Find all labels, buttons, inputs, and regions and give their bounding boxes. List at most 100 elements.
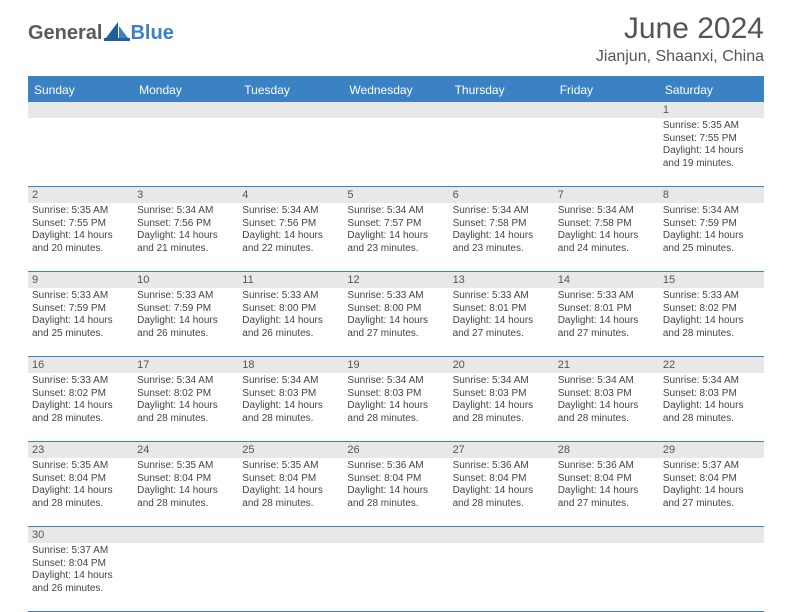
day-number <box>343 527 448 543</box>
calendar-cell <box>133 543 238 611</box>
daylight-text-2: and 21 minutes. <box>137 243 234 256</box>
calendar-cell: Sunrise: 5:34 AMSunset: 7:58 PMDaylight:… <box>554 203 659 271</box>
sunset-text: Sunset: 8:04 PM <box>453 473 550 486</box>
daylight-text-2: and 28 minutes. <box>32 498 129 511</box>
week-row: Sunrise: 5:33 AMSunset: 7:59 PMDaylight:… <box>28 288 764 357</box>
sunrise-text: Sunrise: 5:33 AM <box>32 290 129 303</box>
week-daynum-row: 2345678 <box>28 187 764 203</box>
sunset-text: Sunset: 7:55 PM <box>663 133 760 146</box>
calendar-cell: Sunrise: 5:33 AMSunset: 7:59 PMDaylight:… <box>133 288 238 356</box>
daylight-text-1: Daylight: 14 hours <box>242 400 339 413</box>
daylight-text-1: Daylight: 14 hours <box>32 400 129 413</box>
sunrise-text: Sunrise: 5:35 AM <box>663 120 760 133</box>
day-number: 8 <box>659 187 764 203</box>
daylight-text-2: and 28 minutes. <box>347 498 444 511</box>
day-number <box>449 527 554 543</box>
day-number: 5 <box>343 187 448 203</box>
location: Jianjun, Shaanxi, China <box>596 48 764 66</box>
day-number <box>133 102 238 118</box>
week-daynum-row: 30 <box>28 527 764 543</box>
day-header: Monday <box>133 78 238 102</box>
sunset-text: Sunset: 8:02 PM <box>663 303 760 316</box>
calendar-cell <box>659 543 764 611</box>
day-number <box>28 102 133 118</box>
day-number: 4 <box>238 187 343 203</box>
daylight-text-1: Daylight: 14 hours <box>347 315 444 328</box>
daylight-text-2: and 28 minutes. <box>347 413 444 426</box>
daylight-text-1: Daylight: 14 hours <box>137 315 234 328</box>
sunset-text: Sunset: 7:58 PM <box>558 218 655 231</box>
day-number <box>343 102 448 118</box>
daylight-text-1: Daylight: 14 hours <box>663 485 760 498</box>
daylight-text-2: and 27 minutes. <box>347 328 444 341</box>
sunrise-text: Sunrise: 5:36 AM <box>347 460 444 473</box>
daylight-text-2: and 28 minutes. <box>663 413 760 426</box>
daylight-text-2: and 23 minutes. <box>453 243 550 256</box>
day-number <box>554 102 659 118</box>
sunrise-text: Sunrise: 5:34 AM <box>663 205 760 218</box>
calendar-cell: Sunrise: 5:33 AMSunset: 8:02 PMDaylight:… <box>28 373 133 441</box>
day-number <box>449 102 554 118</box>
daylight-text-2: and 28 minutes. <box>32 413 129 426</box>
day-header: Saturday <box>659 78 764 102</box>
calendar-cell: Sunrise: 5:33 AMSunset: 7:59 PMDaylight:… <box>28 288 133 356</box>
day-number: 1 <box>659 102 764 118</box>
sunrise-text: Sunrise: 5:36 AM <box>558 460 655 473</box>
day-number: 27 <box>449 442 554 458</box>
day-number: 22 <box>659 357 764 373</box>
daylight-text-1: Daylight: 14 hours <box>558 485 655 498</box>
sunrise-text: Sunrise: 5:37 AM <box>32 545 129 558</box>
sunrise-text: Sunrise: 5:35 AM <box>32 205 129 218</box>
sunrise-text: Sunrise: 5:34 AM <box>453 375 550 388</box>
calendar-cell: Sunrise: 5:34 AMSunset: 7:56 PMDaylight:… <box>133 203 238 271</box>
daylight-text-1: Daylight: 14 hours <box>453 230 550 243</box>
sunrise-text: Sunrise: 5:33 AM <box>137 290 234 303</box>
calendar-cell <box>554 543 659 611</box>
daylight-text-1: Daylight: 14 hours <box>137 485 234 498</box>
calendar-cell: Sunrise: 5:35 AMSunset: 7:55 PMDaylight:… <box>28 203 133 271</box>
day-number <box>554 527 659 543</box>
sunrise-text: Sunrise: 5:33 AM <box>347 290 444 303</box>
week-daynum-row: 1 <box>28 102 764 118</box>
daylight-text-1: Daylight: 14 hours <box>347 230 444 243</box>
day-header: Sunday <box>28 78 133 102</box>
calendar-cell: Sunrise: 5:35 AMSunset: 8:04 PMDaylight:… <box>133 458 238 526</box>
day-number: 13 <box>449 272 554 288</box>
daylight-text-1: Daylight: 14 hours <box>32 485 129 498</box>
day-header: Friday <box>554 78 659 102</box>
sail-icon <box>104 20 130 47</box>
sunset-text: Sunset: 8:02 PM <box>32 388 129 401</box>
daylight-text-1: Daylight: 14 hours <box>663 230 760 243</box>
day-number: 6 <box>449 187 554 203</box>
sunrise-text: Sunrise: 5:36 AM <box>453 460 550 473</box>
sunrise-text: Sunrise: 5:34 AM <box>137 205 234 218</box>
week-row: Sunrise: 5:35 AM Sunset: 8:04 PM Daylight:… <box>28 458 764 527</box>
calendar-cell <box>343 543 448 611</box>
calendar-cell <box>238 118 343 186</box>
day-number: 15 <box>659 272 764 288</box>
calendar-cell <box>449 118 554 186</box>
title-block: June 2024 Jianjun, Shaanxi, China <box>596 12 764 66</box>
sunset-text: Sunset: 8:02 PM <box>137 388 234 401</box>
calendar-cell: Sunrise: 5:34 AMSunset: 7:58 PMDaylight:… <box>449 203 554 271</box>
daylight-text-1: Daylight: 14 hours <box>347 485 444 498</box>
sunset-text: Sunset: 8:01 PM <box>453 303 550 316</box>
calendar-cell: Sunrise: 5:34 AMSunset: 8:03 PMDaylight:… <box>343 373 448 441</box>
sunset-text: Sunset: 7:57 PM <box>347 218 444 231</box>
day-number <box>133 527 238 543</box>
day-number: 10 <box>133 272 238 288</box>
calendar-cell: Sunrise: 5:35 AMSunset: 7:55 PMDaylight:… <box>659 118 764 186</box>
calendar-cell: Sunrise: 5:35 AMSunset: 8:04 PMDaylight:… <box>238 458 343 526</box>
calendar-cell: Sunrise: 5:34 AMSunset: 7:56 PMDaylight:… <box>238 203 343 271</box>
daylight-text-2: and 26 minutes. <box>137 328 234 341</box>
daylight-text-1: Daylight: 14 hours <box>137 230 234 243</box>
daylight-text-1: Daylight: 14 hours <box>242 315 339 328</box>
day-number: 20 <box>449 357 554 373</box>
calendar-cell: Sunrise: 5:33 AMSunset: 8:00 PMDaylight:… <box>238 288 343 356</box>
daylight-text-2: and 27 minutes. <box>558 328 655 341</box>
calendar-cell <box>343 118 448 186</box>
sunset-text: Sunset: 8:03 PM <box>453 388 550 401</box>
sunrise-text: Sunrise: 5:35 AM <box>32 460 129 473</box>
day-number: 23 <box>28 442 133 458</box>
daylight-text-2: and 28 minutes. <box>242 498 339 511</box>
